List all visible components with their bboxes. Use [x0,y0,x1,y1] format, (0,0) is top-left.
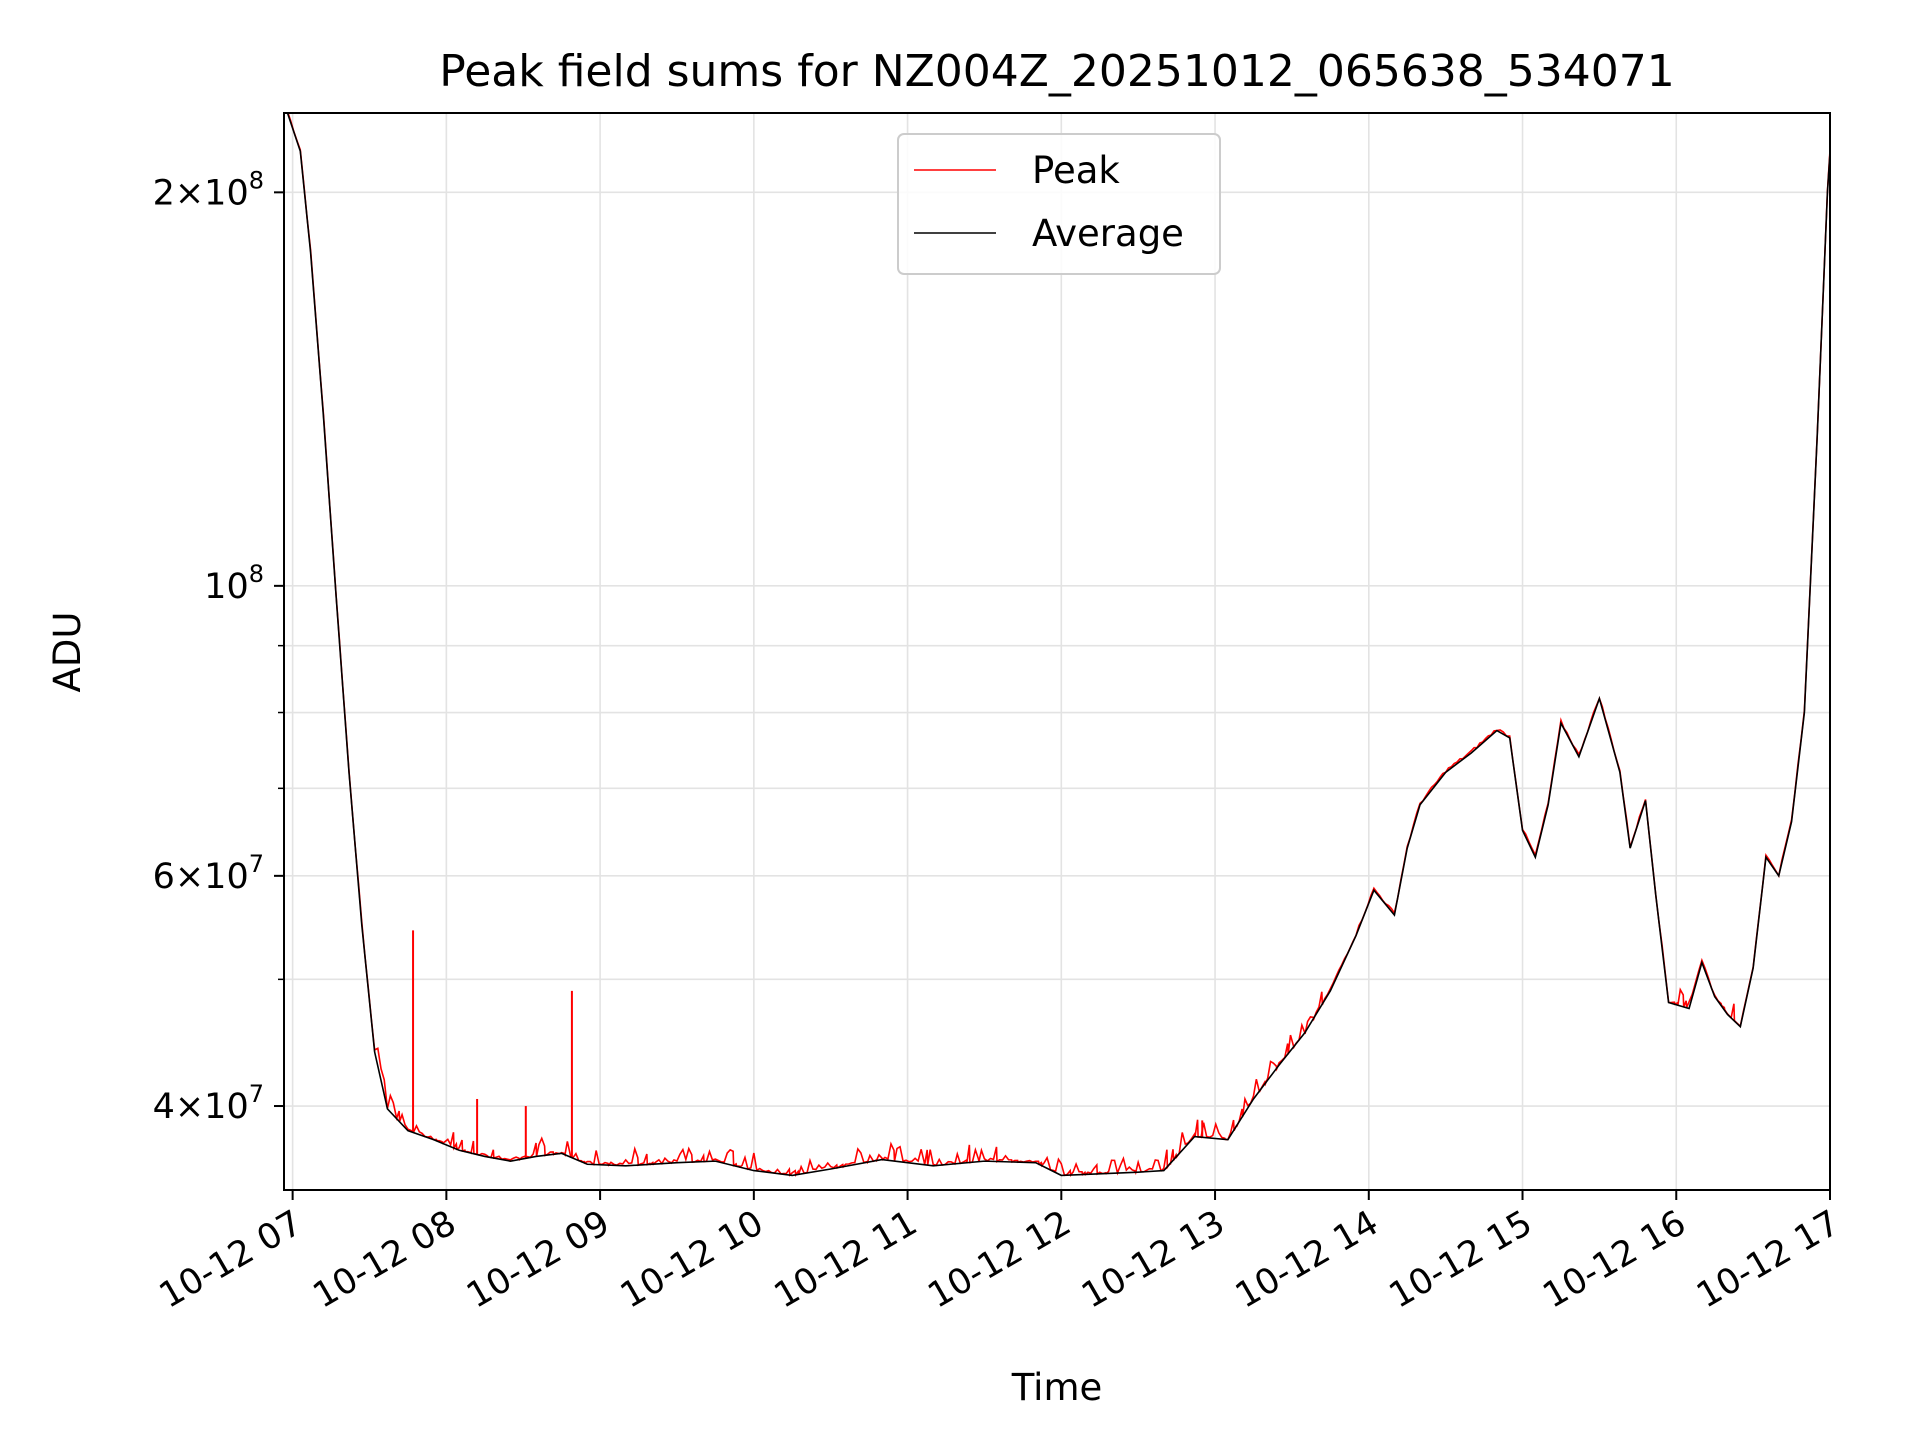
plot-frame [283,112,1831,1191]
y-tick-label: 2×108 [153,166,264,213]
legend: Peak Average [897,133,1221,275]
y-tick-label: 108 [204,560,264,607]
average-line [286,113,1830,1177]
series-layer [286,113,1830,1178]
x-tick-label: 10-12 14 [1229,1203,1385,1316]
x-tick-label: 10-12 17 [1690,1203,1846,1316]
x-tick-label: 10-12 12 [922,1203,1078,1316]
legend-label-average: Average [1032,212,1184,255]
legend-box [897,133,1221,275]
x-tick-label: 10-12 07 [153,1203,309,1316]
x-tick-label: 10-12 16 [1536,1203,1692,1316]
y-tick-label: 4×107 [153,1080,264,1127]
x-tick-label: 10-12 15 [1383,1203,1539,1316]
x-tick-label: 10-12 11 [768,1203,924,1316]
chart-title: Peak field sums for NZ004Z_20251012_0656… [439,46,1675,97]
x-tick-label: 10-12 09 [460,1203,616,1316]
x-tick-label: 10-12 13 [1075,1203,1231,1316]
x-axis-label: Time [1011,1366,1103,1409]
legend-label-peak: Peak [1032,149,1120,192]
y-tick-label: 6×107 [153,850,264,897]
y-axis-label: ADU [46,612,89,693]
x-tick-label: 10-12 08 [307,1203,463,1316]
y-axis: 4×107 6×107 108 2×108 [153,166,284,1127]
x-tick-label: 10-12 10 [614,1203,770,1316]
